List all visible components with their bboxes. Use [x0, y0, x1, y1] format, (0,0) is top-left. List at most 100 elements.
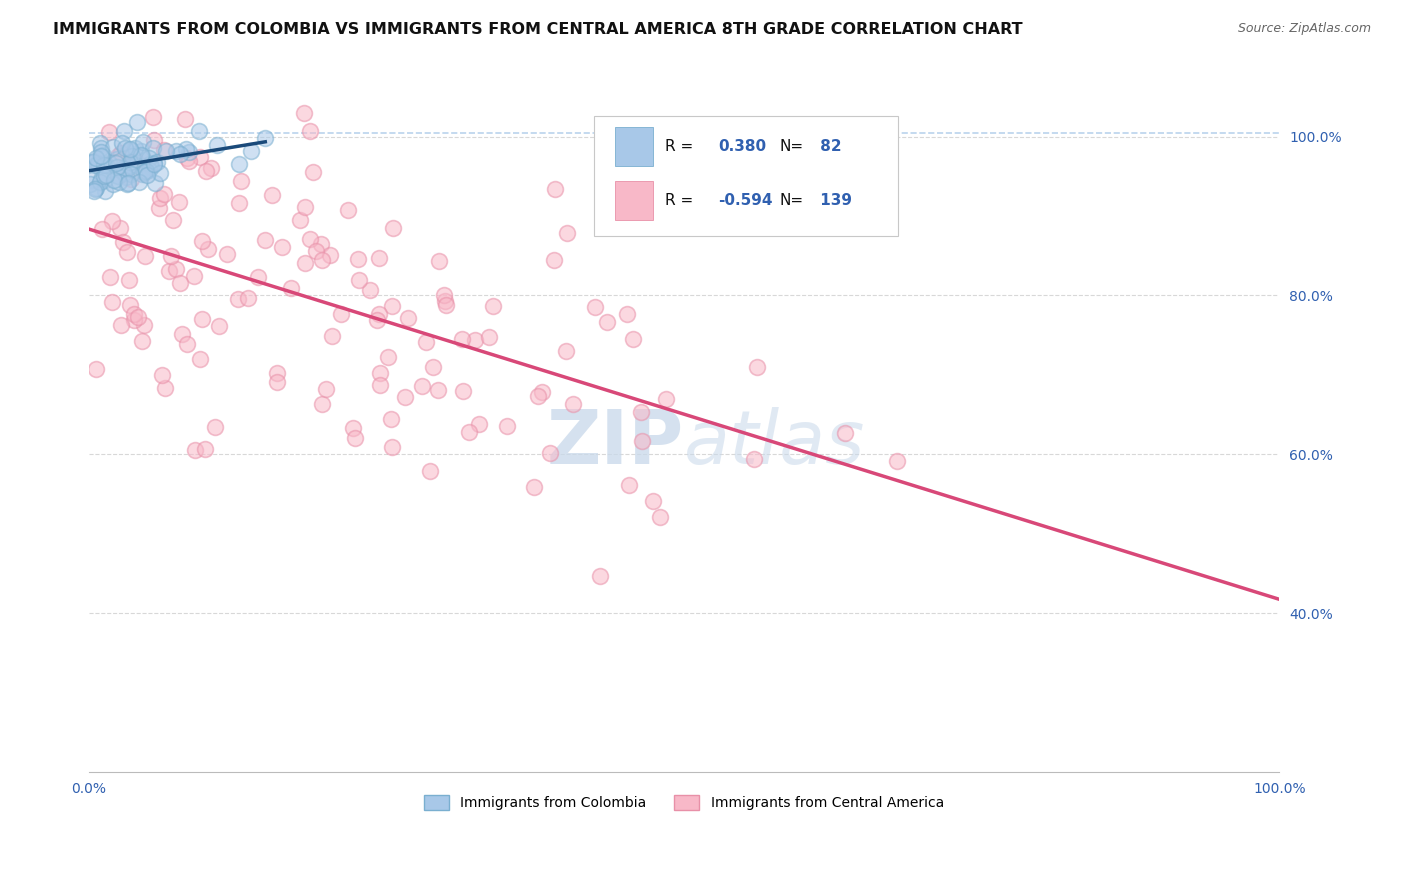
Point	[135, 164, 157, 178]
Point	[191, 312, 214, 326]
Point	[468, 417, 491, 431]
Point	[124, 141, 146, 155]
Point	[747, 359, 769, 374]
Point	[336, 203, 359, 218]
Point	[112, 161, 135, 176]
Point	[114, 141, 136, 155]
Point	[153, 144, 176, 158]
Text: R =: R =	[665, 139, 699, 154]
Point	[288, 213, 311, 227]
Point	[84, 182, 107, 196]
Point	[79, 178, 101, 192]
Point	[346, 252, 368, 266]
Point	[142, 141, 165, 155]
Point	[319, 248, 342, 262]
Point	[266, 366, 288, 380]
Point	[84, 181, 107, 195]
Point	[112, 166, 135, 180]
Point	[120, 155, 142, 169]
Point	[589, 569, 612, 583]
Point	[122, 307, 145, 321]
Point	[239, 145, 262, 159]
Point	[834, 425, 856, 440]
Point	[141, 161, 163, 175]
Point	[120, 298, 142, 312]
Point	[368, 252, 391, 266]
Point	[555, 226, 578, 240]
FancyBboxPatch shape	[614, 127, 654, 166]
Point	[124, 313, 146, 327]
Point	[433, 288, 456, 302]
Point	[127, 310, 149, 325]
Point	[131, 167, 153, 181]
Point	[169, 147, 191, 161]
Point	[450, 332, 472, 346]
Text: ZIP: ZIP	[547, 407, 685, 480]
Point	[149, 191, 172, 205]
Point	[464, 333, 486, 347]
Point	[561, 397, 583, 411]
Point	[616, 307, 638, 321]
Point	[112, 123, 135, 137]
Point	[125, 153, 148, 168]
Point	[107, 169, 129, 184]
Point	[101, 295, 124, 310]
Point	[396, 310, 419, 325]
Point	[129, 148, 152, 162]
Point	[530, 384, 553, 399]
Point	[478, 329, 501, 343]
Point	[101, 178, 124, 192]
Point	[301, 164, 323, 178]
Point	[415, 335, 437, 350]
Point	[96, 168, 118, 182]
Point	[170, 326, 193, 341]
Point	[91, 148, 114, 162]
Point	[554, 344, 576, 359]
Point	[427, 254, 450, 268]
Point	[115, 161, 138, 176]
Point	[585, 300, 607, 314]
Point	[271, 240, 294, 254]
Point	[150, 368, 173, 383]
Point	[142, 133, 165, 147]
Point	[138, 151, 160, 165]
Point	[311, 253, 333, 268]
Point	[380, 412, 402, 426]
Point	[142, 110, 165, 124]
Legend: Immigrants from Colombia, Immigrants from Central America: Immigrants from Colombia, Immigrants fro…	[419, 789, 949, 815]
Text: 0.380: 0.380	[718, 139, 766, 154]
Point	[311, 397, 333, 411]
Point	[132, 165, 155, 179]
Point	[115, 169, 138, 184]
Point	[630, 405, 652, 419]
Point	[84, 361, 107, 376]
Point	[194, 442, 217, 456]
Point	[434, 298, 457, 312]
Point	[253, 233, 276, 247]
Point	[125, 158, 148, 172]
Point	[188, 149, 211, 163]
Point	[110, 162, 132, 177]
Point	[262, 187, 284, 202]
Point	[617, 477, 640, 491]
FancyBboxPatch shape	[614, 181, 654, 220]
Point	[110, 318, 132, 332]
FancyBboxPatch shape	[593, 116, 898, 235]
Point	[142, 156, 165, 170]
Text: 82: 82	[815, 139, 842, 154]
Point	[183, 268, 205, 283]
Point	[188, 124, 211, 138]
Point	[153, 187, 176, 202]
Point	[886, 453, 908, 467]
Point	[118, 142, 141, 156]
Point	[80, 173, 103, 187]
Point	[94, 173, 117, 187]
Point	[149, 166, 172, 180]
Point	[481, 299, 503, 313]
Point	[299, 232, 322, 246]
Point	[543, 252, 565, 267]
Point	[89, 175, 111, 189]
Point	[381, 220, 404, 235]
Point	[367, 307, 389, 321]
Point	[294, 255, 316, 269]
